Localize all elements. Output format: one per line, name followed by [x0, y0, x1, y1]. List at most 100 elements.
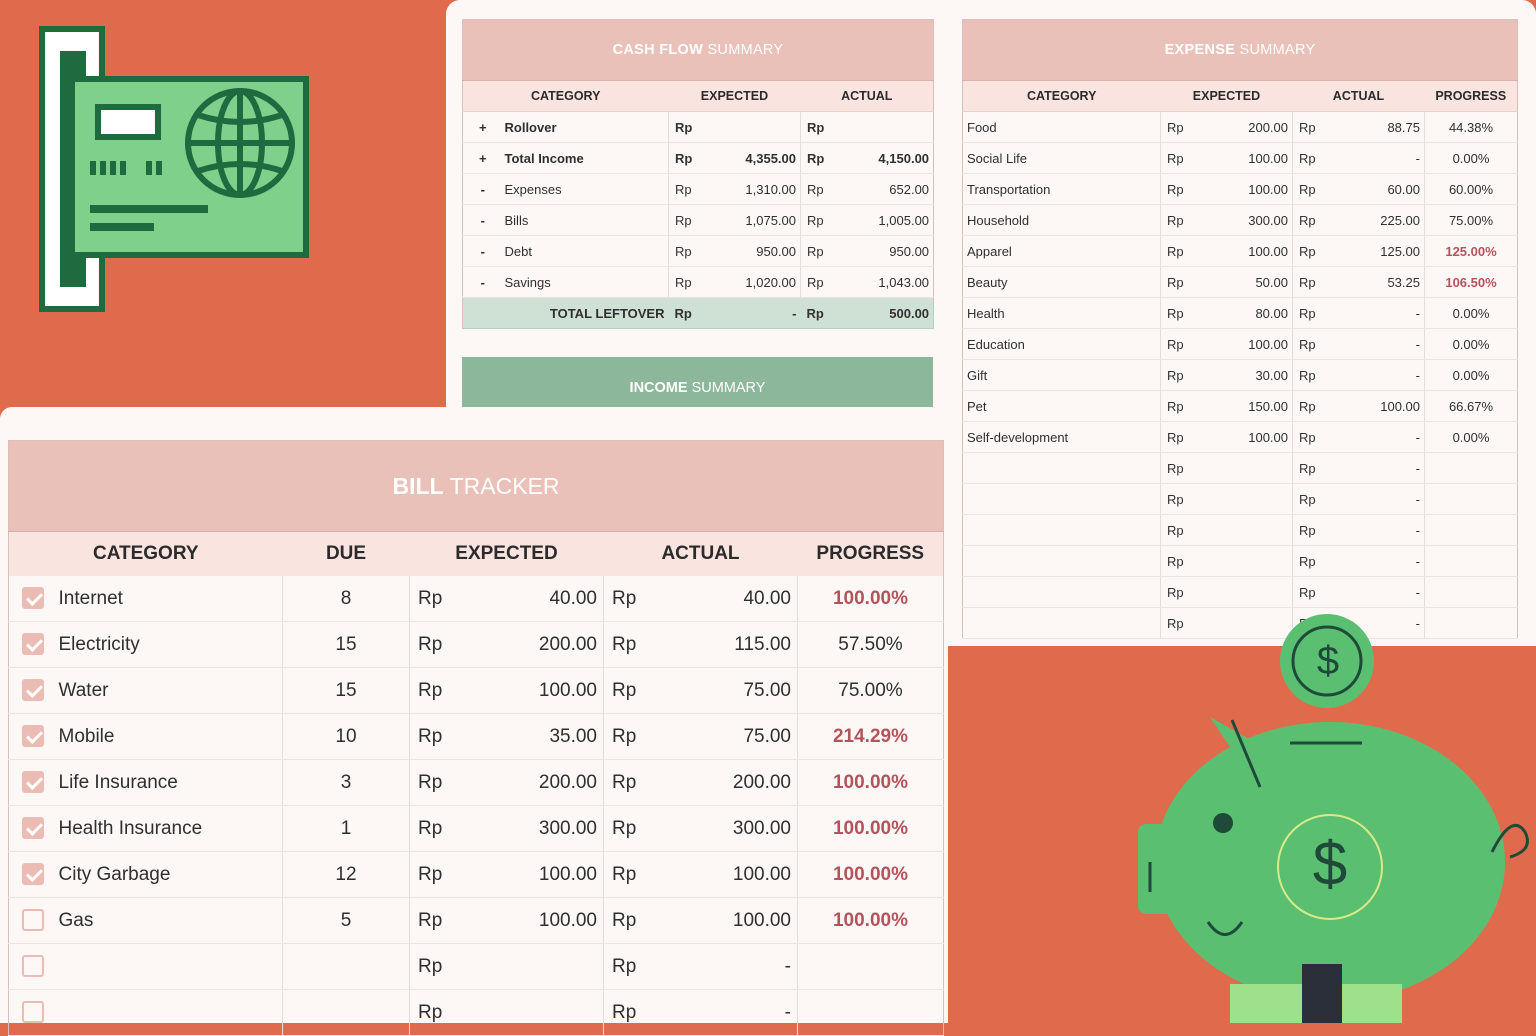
- actual-value[interactable]: -: [1320, 576, 1425, 608]
- row-category[interactable]: Food: [962, 111, 1161, 143]
- expected-value[interactable]: 4,355.00: [696, 142, 801, 174]
- row-category[interactable]: [962, 576, 1161, 608]
- expected-value[interactable]: 50.00: [1188, 266, 1293, 298]
- paid-checkbox[interactable]: [21, 909, 44, 932]
- row-category[interactable]: Savings: [502, 266, 669, 298]
- expected-value[interactable]: [1188, 545, 1293, 577]
- row-category[interactable]: Gift: [962, 359, 1161, 391]
- paid-checkbox[interactable]: [21, 679, 44, 702]
- actual-value[interactable]: 4,150.00: [828, 142, 934, 174]
- due-day[interactable]: 8: [282, 576, 410, 622]
- expected-value[interactable]: 100.00: [1188, 142, 1293, 174]
- row-category[interactable]: Self-development: [962, 421, 1161, 453]
- expected-value[interactable]: 100.00: [445, 667, 604, 714]
- row-category[interactable]: [56, 989, 283, 1036]
- expected-value[interactable]: [1188, 576, 1293, 608]
- expected-value[interactable]: 1,310.00: [696, 173, 801, 205]
- actual-value[interactable]: 100.00: [639, 851, 798, 898]
- actual-value[interactable]: 100.00: [639, 897, 798, 944]
- paid-checkbox[interactable]: [21, 863, 44, 886]
- row-category[interactable]: Electricity: [56, 621, 283, 668]
- row-category[interactable]: [962, 514, 1161, 546]
- due-day[interactable]: 1: [282, 805, 410, 852]
- expected-value[interactable]: 100.00: [445, 851, 604, 898]
- expected-value[interactable]: 30.00: [1188, 359, 1293, 391]
- paid-checkbox-cell[interactable]: [8, 989, 57, 1036]
- paid-checkbox-cell[interactable]: [8, 759, 57, 806]
- actual-value[interactable]: 225.00: [1320, 204, 1425, 236]
- expected-value[interactable]: [1188, 483, 1293, 515]
- actual-value[interactable]: 75.00: [639, 667, 798, 714]
- row-category[interactable]: Rollover: [502, 111, 669, 143]
- row-category[interactable]: Bills: [502, 204, 669, 236]
- paid-checkbox[interactable]: [21, 955, 44, 978]
- actual-value[interactable]: 950.00: [828, 235, 934, 267]
- due-day[interactable]: 5: [282, 897, 410, 944]
- actual-value[interactable]: 88.75: [1320, 111, 1425, 143]
- expected-value[interactable]: 100.00: [1188, 235, 1293, 267]
- actual-value[interactable]: 652.00: [828, 173, 934, 205]
- row-category[interactable]: Debt: [502, 235, 669, 267]
- expected-value[interactable]: [445, 989, 604, 1036]
- expected-value[interactable]: 100.00: [1188, 421, 1293, 453]
- actual-value[interactable]: 125.00: [1320, 235, 1425, 267]
- expected-value[interactable]: [445, 943, 604, 990]
- expected-value[interactable]: 100.00: [1188, 173, 1293, 205]
- actual-value[interactable]: 60.00: [1320, 173, 1425, 205]
- actual-value[interactable]: -: [1320, 421, 1425, 453]
- row-category[interactable]: Life Insurance: [56, 759, 283, 806]
- row-category[interactable]: [962, 607, 1161, 639]
- actual-value[interactable]: 300.00: [639, 805, 798, 852]
- row-category[interactable]: [962, 545, 1161, 577]
- expected-value[interactable]: 200.00: [1188, 111, 1293, 143]
- paid-checkbox[interactable]: [21, 725, 44, 748]
- expected-value[interactable]: 80.00: [1188, 297, 1293, 329]
- paid-checkbox-cell[interactable]: [8, 805, 57, 852]
- expected-value[interactable]: 35.00: [445, 713, 604, 760]
- paid-checkbox-cell[interactable]: [8, 943, 57, 990]
- expected-value[interactable]: [1188, 514, 1293, 546]
- actual-value[interactable]: 40.00: [639, 576, 798, 622]
- row-category[interactable]: [962, 483, 1161, 515]
- expected-value[interactable]: [1188, 452, 1293, 484]
- paid-checkbox[interactable]: [21, 817, 44, 840]
- expected-value[interactable]: 100.00: [1188, 328, 1293, 360]
- row-category[interactable]: Health Insurance: [56, 805, 283, 852]
- due-day[interactable]: [282, 943, 410, 990]
- expected-value[interactable]: 200.00: [445, 621, 604, 668]
- actual-value[interactable]: -: [1320, 483, 1425, 515]
- expected-value[interactable]: 300.00: [445, 805, 604, 852]
- row-category[interactable]: Apparel: [962, 235, 1161, 267]
- expected-value[interactable]: 150.00: [1188, 390, 1293, 422]
- actual-value[interactable]: -: [1320, 545, 1425, 577]
- actual-value[interactable]: 1,043.00: [828, 266, 934, 298]
- paid-checkbox[interactable]: [21, 633, 44, 656]
- expected-value[interactable]: 100.00: [445, 897, 604, 944]
- paid-checkbox[interactable]: [21, 587, 44, 610]
- actual-value[interactable]: -: [1320, 328, 1425, 360]
- paid-checkbox-cell[interactable]: [8, 576, 57, 622]
- row-category[interactable]: Water: [56, 667, 283, 714]
- due-day[interactable]: 12: [282, 851, 410, 898]
- due-day[interactable]: 15: [282, 667, 410, 714]
- paid-checkbox-cell[interactable]: [8, 621, 57, 668]
- row-category[interactable]: City Garbage: [56, 851, 283, 898]
- expected-value[interactable]: 1,075.00: [696, 204, 801, 236]
- paid-checkbox-cell[interactable]: [8, 851, 57, 898]
- paid-checkbox-cell[interactable]: [8, 667, 57, 714]
- paid-checkbox-cell[interactable]: [8, 897, 57, 944]
- actual-value[interactable]: -: [1320, 359, 1425, 391]
- expected-value[interactable]: 40.00: [445, 576, 604, 622]
- row-category[interactable]: Mobile: [56, 713, 283, 760]
- actual-value[interactable]: -: [639, 989, 798, 1036]
- expected-value[interactable]: 200.00: [445, 759, 604, 806]
- row-category[interactable]: Education: [962, 328, 1161, 360]
- row-category[interactable]: [56, 943, 283, 990]
- actual-value[interactable]: -: [1320, 297, 1425, 329]
- actual-value[interactable]: -: [1320, 514, 1425, 546]
- actual-value[interactable]: 115.00: [639, 621, 798, 668]
- actual-value[interactable]: -: [1320, 142, 1425, 174]
- row-category[interactable]: Expenses: [502, 173, 669, 205]
- paid-checkbox-cell[interactable]: [8, 713, 57, 760]
- actual-value[interactable]: 1,005.00: [828, 204, 934, 236]
